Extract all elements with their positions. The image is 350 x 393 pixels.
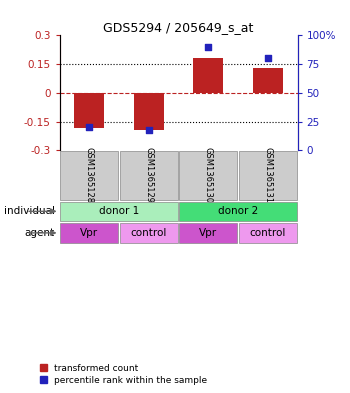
Point: [265, 55, 271, 61]
Point: [146, 127, 152, 133]
Text: donor 2: donor 2: [218, 206, 258, 216]
Point: [86, 124, 92, 130]
Text: agent: agent: [25, 228, 55, 238]
FancyBboxPatch shape: [179, 223, 237, 242]
Bar: [134, 93, 164, 130]
FancyBboxPatch shape: [179, 151, 237, 200]
Text: GSM1365130: GSM1365130: [204, 147, 213, 204]
FancyBboxPatch shape: [60, 223, 118, 242]
Text: individual: individual: [4, 206, 55, 216]
FancyBboxPatch shape: [60, 202, 178, 221]
Text: control: control: [250, 228, 286, 238]
FancyBboxPatch shape: [239, 151, 297, 200]
Text: Vpr: Vpr: [80, 228, 98, 238]
Text: GSM1365131: GSM1365131: [263, 147, 272, 204]
Text: GSM1365129: GSM1365129: [144, 147, 153, 204]
Text: Vpr: Vpr: [199, 228, 217, 238]
FancyBboxPatch shape: [179, 202, 297, 221]
Bar: [253, 68, 283, 93]
Text: GSM1365128: GSM1365128: [85, 147, 94, 204]
Legend: transformed count, percentile rank within the sample: transformed count, percentile rank withi…: [40, 364, 207, 385]
Text: donor 1: donor 1: [99, 206, 139, 216]
FancyBboxPatch shape: [120, 223, 178, 242]
Bar: [193, 58, 223, 93]
Bar: [74, 93, 104, 128]
Title: GDS5294 / 205649_s_at: GDS5294 / 205649_s_at: [103, 21, 254, 34]
Point: [205, 44, 211, 50]
FancyBboxPatch shape: [239, 223, 297, 242]
Text: control: control: [131, 228, 167, 238]
FancyBboxPatch shape: [60, 151, 118, 200]
FancyBboxPatch shape: [120, 151, 178, 200]
